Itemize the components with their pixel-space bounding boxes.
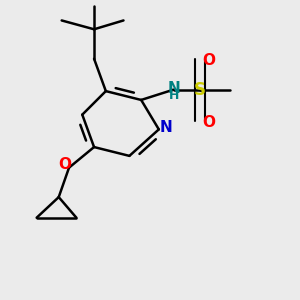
Text: O: O — [202, 53, 215, 68]
Text: O: O — [202, 115, 215, 130]
Text: O: O — [58, 157, 71, 172]
Text: S: S — [194, 81, 206, 99]
Text: N: N — [168, 81, 181, 96]
Text: H: H — [169, 89, 179, 102]
Text: N: N — [160, 120, 172, 135]
